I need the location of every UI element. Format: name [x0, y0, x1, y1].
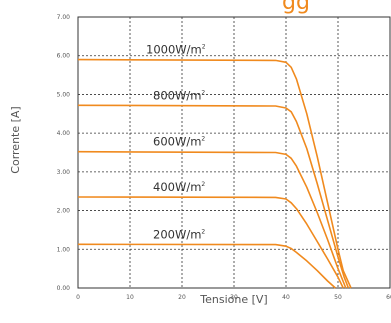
y-tick-label: 2.00 — [57, 208, 71, 215]
series-label-2: 600W/m2 — [153, 135, 205, 149]
y-axis-label: Corrente [A] — [9, 106, 22, 173]
x-tick-label: 10 — [126, 294, 134, 301]
y-tick-label: 7.00 — [57, 14, 71, 21]
series-label-4: 200W/m2 — [153, 227, 205, 241]
series-line-2 — [77, 150, 347, 289]
x-tick-label: 20 — [178, 294, 186, 301]
x-tick-label: 30 — [230, 294, 238, 301]
series-label-0: 1000W/m2 — [146, 43, 206, 57]
series-labels: 1000W/m2 800W/m2 600W/m2 400W/m2 200W/m2 — [146, 43, 206, 242]
series-line-1 — [77, 104, 350, 289]
series-group — [77, 58, 352, 289]
x-tick-label: 60 — [386, 294, 391, 301]
x-tick-labels: 0 10 20 30 40 50 60 — [76, 294, 391, 301]
x-axis-label: Tensione [V] — [199, 293, 267, 306]
y-tick-labels: 0.00 1.00 2.00 3.00 4.00 5.00 6.00 7.00 — [57, 14, 71, 292]
x-tick-label: 40 — [282, 294, 290, 301]
series-line-4 — [77, 243, 336, 289]
chart-title-fragment: gg — [282, 0, 310, 15]
series-line-0 — [77, 58, 352, 289]
y-tick-label: 0.00 — [57, 285, 71, 292]
y-tick-label: 4.00 — [57, 130, 71, 137]
series-line-3 — [77, 196, 344, 289]
x-tick-label: 0 — [76, 294, 80, 301]
series-label-3: 400W/m2 — [153, 180, 205, 194]
x-tick-label: 50 — [334, 294, 342, 301]
y-tick-label: 1.00 — [57, 246, 71, 253]
series-label-1: 800W/m2 — [153, 88, 205, 102]
plot-frame — [77, 16, 391, 289]
y-tick-label: 3.00 — [57, 169, 71, 176]
y-tick-label: 6.00 — [57, 53, 71, 60]
y-tick-label: 5.00 — [57, 91, 71, 98]
